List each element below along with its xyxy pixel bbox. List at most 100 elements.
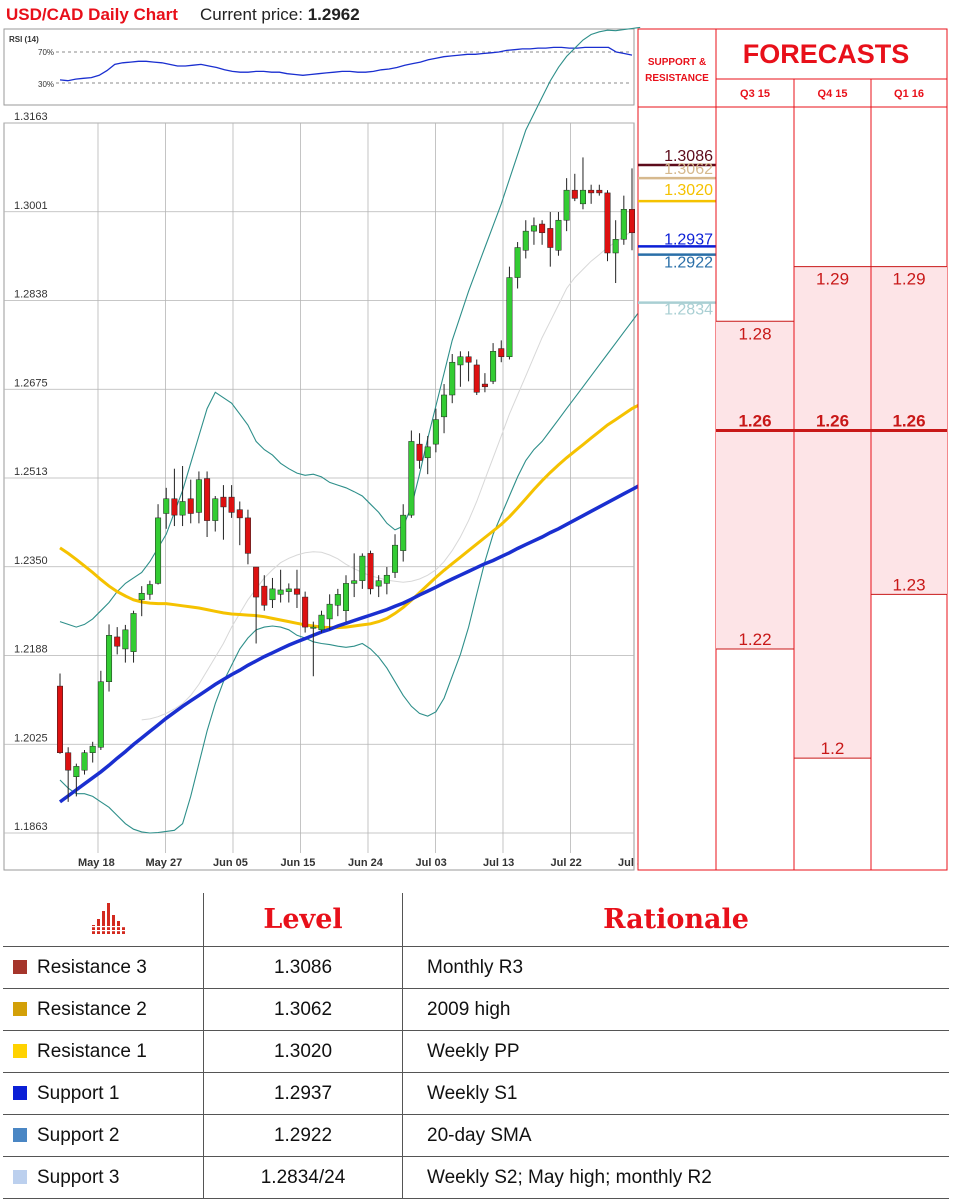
candle-up — [89, 745, 96, 753]
y-tick-label: 1.3001 — [14, 200, 48, 212]
forecast-range — [794, 266, 871, 759]
rsi-label: RSI (14) — [9, 35, 39, 44]
forecast-low-label: 1.2 — [821, 739, 845, 758]
candle-down — [604, 192, 611, 254]
row-name: Support 1 — [37, 1082, 120, 1104]
row-name: Resistance 1 — [37, 1040, 147, 1062]
candle-down — [171, 498, 178, 516]
candle-up — [514, 247, 521, 278]
row-level: 1.3020 — [203, 1030, 403, 1073]
row-level: 1.2937 — [203, 1072, 403, 1115]
y-tick-label: 1.2188 — [14, 644, 48, 656]
x-tick-label: Jul 22 — [551, 857, 582, 869]
levels-table: Level Rationale Resistance 3 1.3086 Mont… — [3, 893, 949, 1199]
x-tick-label: Jun 15 — [281, 857, 316, 869]
candle-up — [334, 594, 341, 606]
candle-up — [277, 589, 284, 595]
sr-level-label: 1.3062 — [664, 161, 713, 178]
candle-up — [620, 209, 627, 240]
candle-down — [114, 636, 121, 647]
candle-up — [81, 752, 88, 771]
candle-down — [65, 752, 72, 771]
candle-up — [457, 356, 464, 366]
rsi-line — [59, 46, 633, 82]
candle-down — [465, 356, 472, 363]
candle-up — [392, 544, 399, 573]
level-header: Level — [203, 893, 403, 947]
forecast-mid-label: 1.26 — [816, 411, 849, 430]
rsi-lower-label: 30% — [38, 80, 54, 89]
forecast-low-label: 1.23 — [892, 575, 925, 594]
x-tick-label: Jun 24 — [348, 857, 384, 869]
y-tick-label: 1.2513 — [14, 466, 48, 478]
candle-up — [400, 514, 407, 551]
candle-up — [351, 580, 358, 584]
sr-title-line2: RESISTANCE — [645, 73, 709, 84]
candle-down — [228, 496, 235, 513]
y-tick-label: 1.2025 — [14, 732, 48, 744]
candle-down — [57, 685, 63, 753]
candle-up — [318, 614, 325, 631]
candle-up — [441, 394, 448, 418]
color-swatch — [13, 959, 27, 974]
candle-down — [571, 189, 578, 199]
candle-down — [367, 553, 374, 590]
candle-up — [383, 574, 390, 584]
sr-level-label: 1.2937 — [664, 231, 713, 248]
sr-level-label: 1.3020 — [664, 182, 713, 199]
forecast-mid-label: 1.26 — [738, 411, 771, 430]
forecast-col-label: Q4 15 — [818, 88, 848, 100]
color-swatch — [13, 1127, 27, 1142]
x-tick-label: Jun 05 — [213, 857, 248, 869]
candle-down — [539, 223, 546, 234]
candle-up — [490, 351, 497, 382]
candle-up — [122, 629, 129, 650]
candle-up — [269, 588, 276, 601]
table-row: Resistance 1 1.3020 Weekly PP — [3, 1030, 949, 1073]
row-rationale: Weekly S1 — [402, 1072, 949, 1115]
table-row: Support 2 1.2922 20-day SMA — [3, 1114, 949, 1157]
candle-up — [522, 230, 529, 251]
candle-up — [212, 498, 219, 521]
candle-down — [629, 209, 635, 234]
bar-chart-icon — [92, 902, 125, 934]
forecast-mid-label: 1.26 — [892, 411, 925, 430]
x-tick-label: May 18 — [78, 857, 115, 869]
usdcad-chart-graphic: USD/CAD Daily Chart Current price: 1.296… — [3, 5, 948, 871]
y-tick-label: 1.2838 — [14, 289, 48, 301]
candle-down — [596, 189, 603, 194]
forecast-high-label: 1.29 — [892, 270, 925, 289]
forecast-low-label: 1.22 — [738, 630, 771, 649]
x-tick-label: Jul 03 — [416, 857, 447, 869]
candle-up — [343, 583, 349, 611]
forecast-col-label: Q1 16 — [894, 88, 924, 100]
candle-up — [130, 613, 137, 652]
candle-down — [204, 478, 211, 521]
sr-level-label: 1.2922 — [664, 255, 713, 272]
candle-up — [612, 239, 619, 254]
sr-level-label: 1.3086 — [664, 148, 713, 165]
candle-down — [416, 443, 423, 461]
y-tick-label: 1.2675 — [14, 377, 48, 389]
candle-up — [146, 584, 153, 595]
candle-up — [97, 681, 104, 748]
current-price-prefix: Current price: — [200, 5, 308, 24]
bar-chart-icon-cell — [3, 893, 204, 947]
candle-up — [155, 517, 162, 584]
candle-down — [498, 348, 505, 358]
candle-up — [432, 419, 439, 445]
forecasts-title: FORECASTS — [743, 39, 910, 69]
x-tick-label: Jul 13 — [483, 857, 514, 869]
row-rationale: Monthly R3 — [402, 946, 949, 989]
row-level: 1.2834/24 — [203, 1156, 403, 1199]
row-rationale: 2009 high — [402, 988, 949, 1031]
row-name: Resistance 2 — [37, 998, 147, 1020]
levels-table-header: Level Rationale — [3, 893, 949, 947]
y-tick-label: 1.2350 — [14, 555, 48, 567]
color-swatch — [13, 1043, 27, 1058]
rsi-panel — [3, 28, 635, 106]
candle-down — [187, 498, 194, 514]
forecast-col-label: Q3 15 — [740, 88, 770, 100]
row-rationale: Weekly S2; May high; monthly R2 — [402, 1156, 949, 1199]
row-rationale: Weekly PP — [402, 1030, 949, 1073]
